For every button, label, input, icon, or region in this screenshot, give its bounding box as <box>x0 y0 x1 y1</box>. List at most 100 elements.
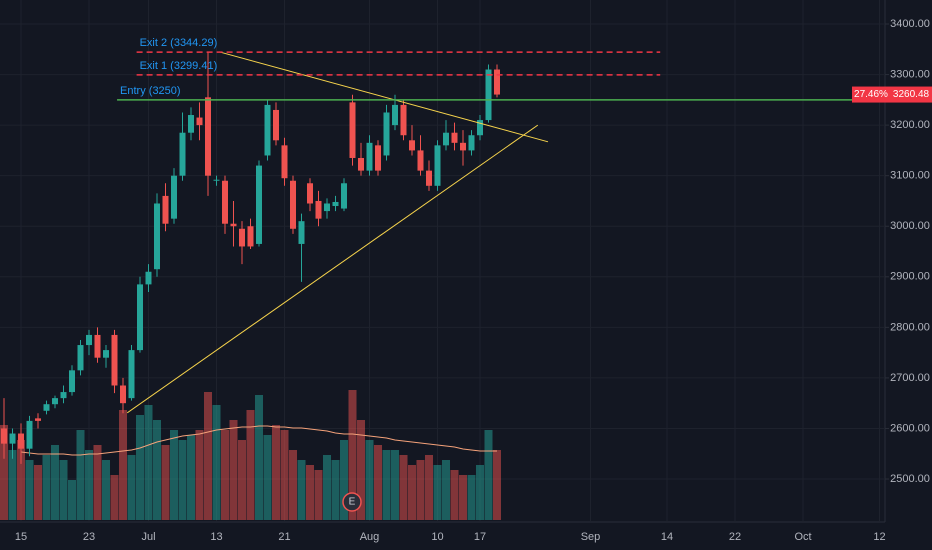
candle-body <box>298 221 305 244</box>
candle-body <box>315 200 322 219</box>
x-tick-label: Jul <box>141 531 155 543</box>
y-tick-label: 2500.00 <box>890 473 930 485</box>
volume-bar <box>348 390 357 520</box>
candle-body <box>324 203 330 212</box>
volume-bar <box>102 460 110 520</box>
volume-bar <box>229 420 238 520</box>
volume-bar <box>85 450 93 520</box>
volume-bar <box>340 440 348 520</box>
candle-body <box>162 195 169 224</box>
price-label-box <box>890 86 932 103</box>
candle-body <box>366 142 373 171</box>
candle-body <box>485 69 492 121</box>
volume-bar <box>306 465 314 520</box>
volume-bar <box>238 440 246 520</box>
volume-bar <box>484 430 493 520</box>
candle-body <box>196 117 203 126</box>
candle-body <box>247 226 254 247</box>
candle-body <box>128 350 135 399</box>
x-tick-label: 22 <box>729 531 741 543</box>
x-tick-label: Aug <box>360 531 380 543</box>
volume-bar <box>246 410 255 520</box>
change-label: 27.46% <box>854 89 888 100</box>
trendline <box>126 124 539 414</box>
y-tick-label: 3000.00 <box>890 220 930 232</box>
candle-body <box>417 150 424 171</box>
volume-bar <box>68 480 76 520</box>
candle-body <box>460 142 466 151</box>
volume-bar <box>425 455 433 520</box>
volume-bar <box>467 475 476 520</box>
y-tick-label: 3300.00 <box>890 68 930 80</box>
x-tick-label: 10 <box>431 531 443 543</box>
volume-bar <box>314 470 323 520</box>
volume-bar <box>391 450 399 520</box>
candle-body <box>94 334 101 358</box>
candle-body <box>154 203 160 270</box>
candle-body <box>239 228 245 247</box>
candle-body <box>307 183 313 204</box>
trendline <box>218 51 549 143</box>
volume-bar <box>127 455 136 520</box>
y-tick-label: 2800.00 <box>890 321 930 333</box>
change-label-box <box>852 86 890 103</box>
candle-body <box>341 183 347 209</box>
candle-body <box>52 398 58 405</box>
volume-bar <box>170 430 178 520</box>
volume-bar <box>119 410 127 520</box>
volume-ma-line <box>20 425 497 456</box>
y-tick-label: 3200.00 <box>890 119 930 131</box>
volume-bar <box>476 465 484 520</box>
candle-body <box>332 201 339 207</box>
y-tick-label: 2900.00 <box>890 271 930 283</box>
price-pane: Exit 2 (3344.29) Exit 1 (3299.41) Entry (3… <box>1 37 885 464</box>
candle-body <box>349 102 356 158</box>
volume-bar <box>42 455 51 520</box>
y-tick-label: 2700.00 <box>890 372 930 384</box>
volume-bar <box>323 455 331 520</box>
candle-body <box>26 420 33 449</box>
level-label: Exit 2 (3344.29) <box>140 37 218 49</box>
volume-bar <box>416 460 425 520</box>
candle-body <box>43 404 50 411</box>
candle-body <box>111 334 118 386</box>
candle-body <box>392 104 398 126</box>
volume-bar <box>382 450 391 520</box>
volume-bar <box>459 475 467 520</box>
candle-body <box>434 145 441 186</box>
volume-bar <box>263 435 272 520</box>
volume-bar <box>297 460 306 520</box>
candle-body <box>120 385 126 404</box>
y-tick-label: 2600.00 <box>890 422 930 434</box>
candle-body <box>494 69 500 95</box>
x-tick-label: 23 <box>83 531 95 543</box>
candle-body <box>188 115 194 133</box>
volume-bar <box>144 405 153 520</box>
candle-body <box>400 104 407 136</box>
candle-body <box>451 132 458 143</box>
volume-bar <box>17 440 25 520</box>
volume-bar <box>51 445 59 520</box>
level-label: Exit 1 (3299.41) <box>140 60 218 72</box>
candle-body <box>281 145 288 179</box>
candle-body <box>468 135 475 151</box>
candle-body <box>375 145 381 171</box>
candle-body <box>35 418 41 421</box>
volume-bar <box>8 450 17 520</box>
candle-body <box>86 334 92 346</box>
candle-body <box>77 345 84 371</box>
volume-bar <box>204 392 212 520</box>
candle-body <box>18 433 24 449</box>
volume-bar <box>195 430 204 520</box>
candle-body <box>264 104 271 156</box>
volume-bar <box>34 465 42 520</box>
x-tick-label: Oct <box>794 531 811 543</box>
x-tick-label: Sep <box>581 531 601 543</box>
volume-bar <box>110 475 119 520</box>
volume-bar <box>178 440 187 520</box>
volume-bar <box>289 450 297 520</box>
volume-bar <box>59 460 68 520</box>
volume-bar <box>272 425 280 520</box>
candle-body <box>213 179 220 181</box>
